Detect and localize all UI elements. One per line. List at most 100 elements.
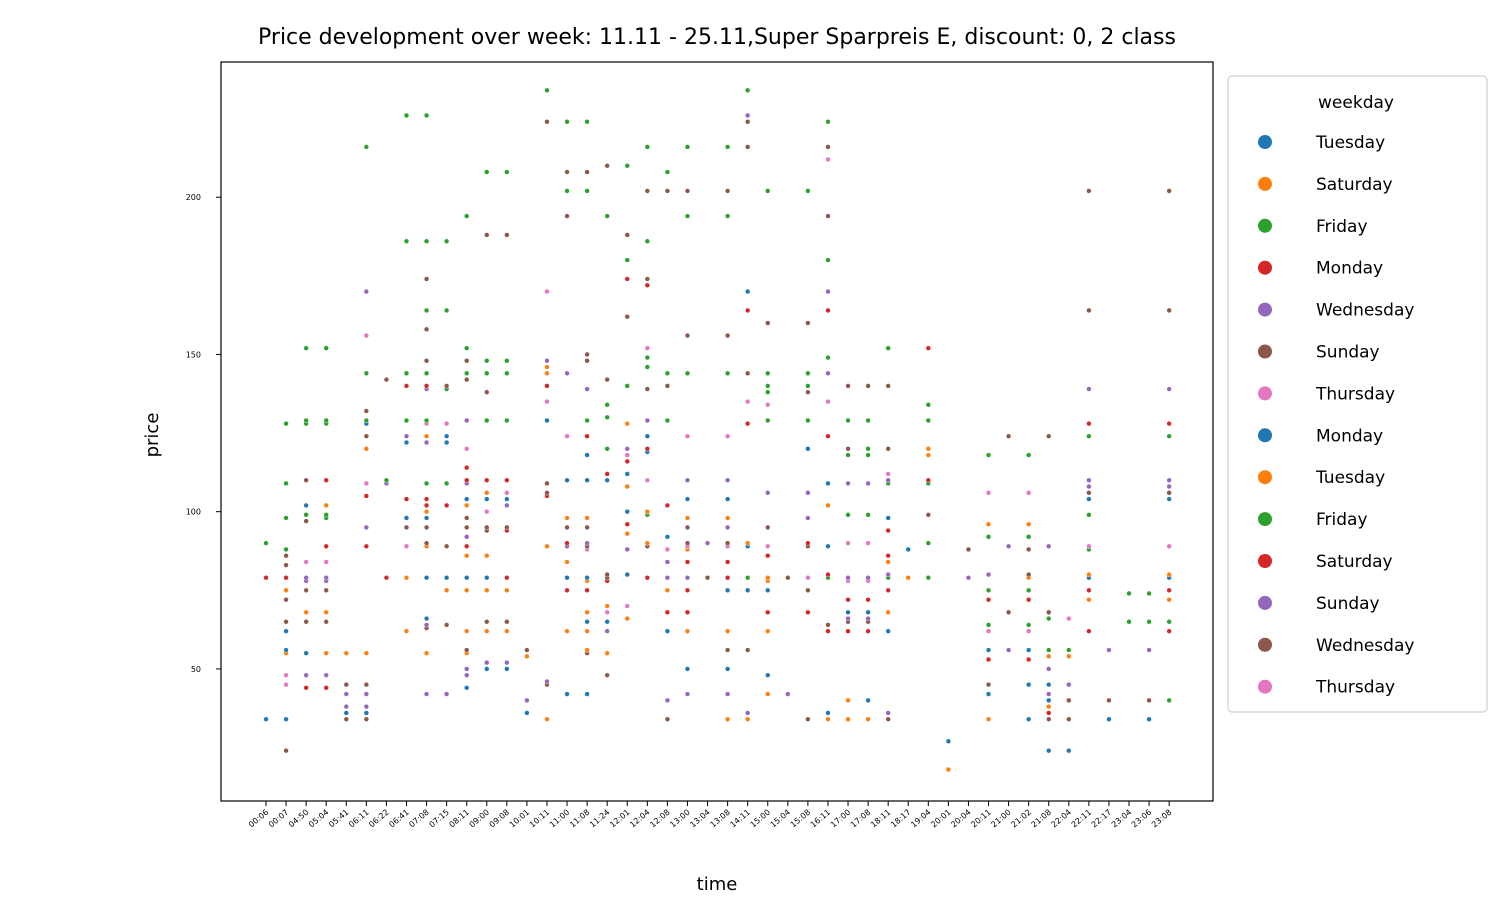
x-tick-label: 20:04 (949, 808, 972, 830)
legend-entry-label: Wednesday (1316, 301, 1414, 321)
x-tick-label: 07:15 (427, 808, 450, 830)
data-point (725, 496, 731, 502)
x-tick-label: 15:00 (749, 808, 772, 830)
data-point (564, 628, 570, 634)
data-point (283, 553, 289, 559)
data-point (363, 682, 369, 688)
data-point (865, 383, 871, 389)
x-tick-label: 00:06 (247, 808, 270, 830)
data-point (765, 672, 771, 678)
data-point (845, 417, 851, 424)
data-point (484, 490, 490, 496)
data-point (725, 213, 731, 219)
data-point (464, 446, 470, 452)
data-point (263, 716, 269, 722)
data-point (464, 377, 470, 383)
data-point (644, 238, 650, 244)
data-point (1146, 619, 1152, 625)
data-point (423, 540, 430, 546)
data-point (1166, 496, 1172, 502)
data-point (544, 480, 550, 486)
data-point (885, 515, 891, 521)
y-axis: 50 100 150 200 (186, 193, 221, 674)
data-point (403, 628, 410, 634)
data-point (363, 543, 369, 549)
data-point (1046, 704, 1052, 710)
data-point (343, 716, 349, 722)
data-point (464, 465, 470, 471)
data-point (825, 433, 831, 439)
data-point (564, 370, 570, 376)
data-point (885, 587, 891, 593)
data-point (644, 477, 650, 483)
data-point (805, 540, 811, 546)
data-point (1086, 597, 1092, 603)
data-point (825, 156, 831, 163)
data-point (745, 307, 751, 314)
data-point (985, 716, 992, 722)
legend-entry-label: Friday (1316, 217, 1368, 237)
data-point (484, 477, 490, 483)
data-point (283, 515, 289, 521)
x-tick-label: 11:08 (568, 808, 591, 830)
data-point (624, 276, 630, 282)
data-point (805, 515, 811, 521)
data-point (805, 417, 811, 424)
data-point (765, 389, 771, 395)
data-point (664, 188, 671, 194)
data-point (383, 377, 390, 383)
data-point (725, 575, 731, 581)
data-point (825, 480, 831, 486)
data-point (684, 332, 691, 339)
data-point (544, 383, 550, 389)
data-point (1166, 477, 1172, 483)
data-point (825, 571, 831, 578)
data-point (403, 543, 410, 549)
data-point (564, 691, 570, 697)
data-point (323, 417, 329, 424)
x-tick-label: 07:08 (407, 808, 430, 830)
x-tick-label: 06:11 (347, 808, 370, 830)
data-point (985, 521, 992, 527)
data-point (504, 358, 510, 364)
data-point (544, 358, 550, 364)
data-point (444, 480, 450, 486)
data-point (805, 320, 811, 326)
data-point (865, 512, 871, 518)
data-point (684, 144, 691, 150)
data-point (765, 543, 771, 549)
data-point (504, 502, 510, 509)
data-point (624, 521, 630, 527)
data-point (1066, 682, 1072, 688)
data-point (584, 619, 590, 625)
data-point (825, 710, 831, 716)
data-point (584, 609, 590, 615)
data-point (283, 647, 289, 653)
data-point (444, 439, 450, 446)
data-point (604, 377, 610, 383)
data-point (423, 502, 430, 509)
data-point (1166, 421, 1172, 427)
data-point (464, 213, 470, 219)
data-point (363, 417, 369, 424)
data-point (564, 433, 570, 439)
data-point (484, 619, 490, 625)
data-point (745, 421, 751, 427)
data-point (684, 433, 691, 439)
data-point (765, 524, 771, 531)
data-point (484, 509, 490, 515)
data-point (725, 144, 731, 150)
data-point (985, 691, 992, 697)
x-tick-label: 10:11 (528, 808, 551, 830)
data-point (363, 370, 369, 376)
data-point (725, 515, 731, 521)
data-point (444, 383, 450, 389)
data-point (584, 119, 590, 125)
data-point (725, 477, 731, 483)
data-point (925, 402, 931, 408)
data-point (925, 417, 931, 424)
data-point (444, 433, 450, 439)
data-point (323, 650, 329, 656)
data-point (1026, 716, 1032, 722)
data-point (825, 399, 831, 405)
